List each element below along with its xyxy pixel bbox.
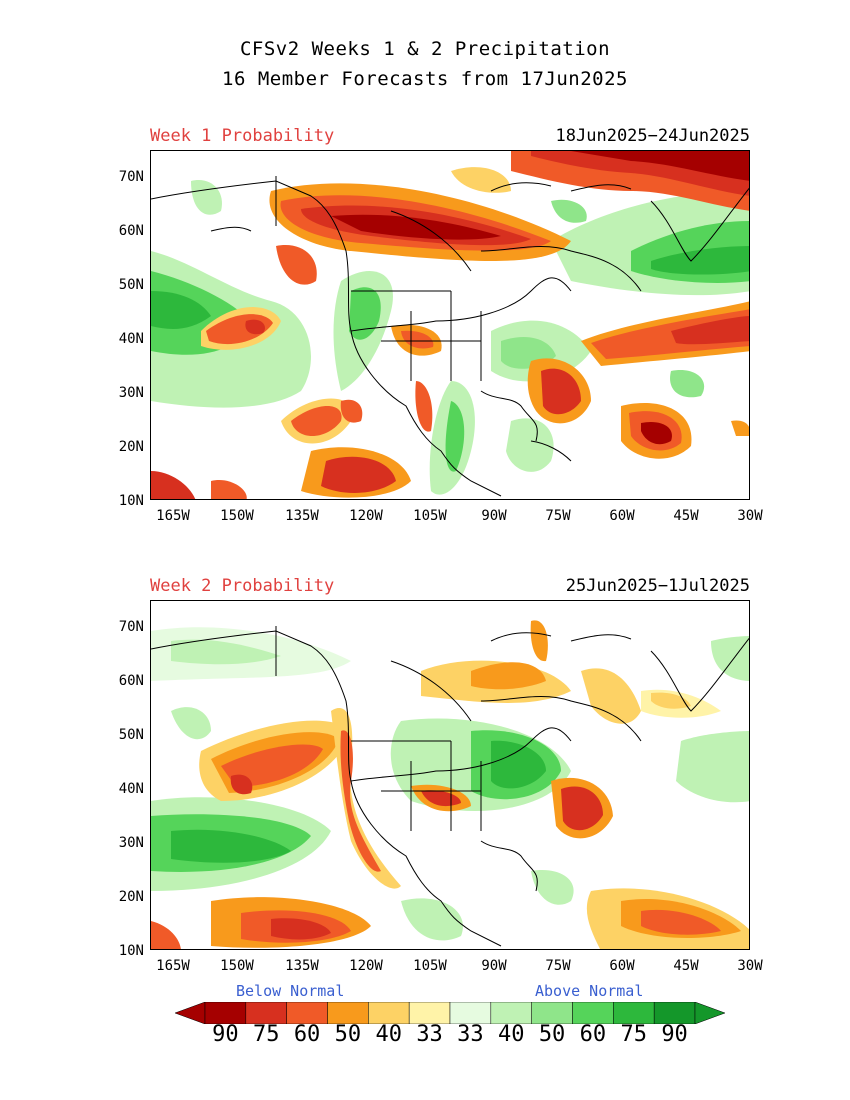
legend-value: 90 xyxy=(212,1022,239,1047)
legend-value: 33 xyxy=(457,1022,484,1047)
lat-label: 10N xyxy=(118,943,144,959)
legend-colorbar xyxy=(175,1002,725,1024)
lon-label: 75W xyxy=(545,958,571,974)
legend-value: 90 xyxy=(661,1022,688,1047)
legend-value: 75 xyxy=(620,1022,647,1047)
week2-map xyxy=(150,600,750,950)
legend-cell xyxy=(408,1002,451,1024)
legend-above-label: Above Normal xyxy=(535,982,644,1000)
lon-label: 30W xyxy=(737,958,763,974)
legend-values: 90 75 60 50 40 33 33 40 50 60 75 90 xyxy=(205,1022,695,1050)
legend-arrow-right xyxy=(694,1002,725,1024)
week2-label: Week 2 Probability xyxy=(150,576,335,596)
legend-arrow-left xyxy=(175,1002,206,1024)
lon-label: 105W xyxy=(413,508,447,524)
lat-label: 40N xyxy=(118,781,144,797)
week1-dates: 18Jun2025−24Jun2025 xyxy=(555,126,750,146)
lon-label: 45W xyxy=(673,958,699,974)
lon-label: 120W xyxy=(349,958,383,974)
legend-value: 50 xyxy=(334,1022,362,1047)
week1-map xyxy=(150,150,750,500)
legend-cells xyxy=(204,1002,696,1024)
week1-probability-field xyxy=(151,151,749,499)
lon-label: 90W xyxy=(481,958,507,974)
legend-cell xyxy=(531,1002,573,1024)
legend-cell xyxy=(286,1002,328,1024)
legend-cell xyxy=(613,1002,655,1024)
lat-label: 10N xyxy=(118,493,144,509)
lon-label: 75W xyxy=(545,508,571,524)
lat-label: 50N xyxy=(118,727,144,743)
lon-label: 150W xyxy=(220,958,254,974)
lon-label: 30W xyxy=(737,508,763,524)
lon-label: 60W xyxy=(609,958,635,974)
lat-label: 70N xyxy=(118,169,144,185)
legend-below-label: Below Normal xyxy=(236,982,345,1000)
lon-label: 90W xyxy=(481,508,507,524)
lon-label: 120W xyxy=(349,508,383,524)
lat-label: 20N xyxy=(118,889,144,905)
lat-label: 30N xyxy=(118,835,144,851)
lat-label: 70N xyxy=(118,619,144,635)
lat-label: 50N xyxy=(118,277,144,293)
lon-label: 150W xyxy=(220,508,254,524)
lon-label: 105W xyxy=(413,958,447,974)
legend-cell xyxy=(490,1002,532,1024)
week1-label: Week 1 Probability xyxy=(150,126,335,146)
lat-label: 60N xyxy=(118,223,144,239)
week2-probability-field xyxy=(151,620,749,949)
lon-label: 135W xyxy=(285,958,319,974)
lat-label: 60N xyxy=(118,673,144,689)
legend-value: 60 xyxy=(579,1022,607,1047)
legend-value: 50 xyxy=(538,1022,566,1047)
legend-value: 40 xyxy=(375,1022,402,1047)
legend-cell xyxy=(368,1002,410,1024)
legend-cell xyxy=(449,1002,492,1024)
legend-cell xyxy=(204,1002,247,1024)
legend-value: 75 xyxy=(252,1022,280,1047)
legend-cell xyxy=(653,1002,696,1024)
legend-cell xyxy=(245,1002,287,1024)
legend-value: 33 xyxy=(416,1022,443,1047)
title-line-2: 16 Member Forecasts from 17Jun2025 xyxy=(222,68,628,90)
lon-label: 135W xyxy=(285,508,319,524)
legend-cell xyxy=(572,1002,614,1024)
lon-label: 165W xyxy=(156,508,190,524)
lon-label: 60W xyxy=(609,508,635,524)
lon-label: 45W xyxy=(673,508,699,524)
title-line-1: CFSv2 Weeks 1 & 2 Precipitation xyxy=(239,38,611,60)
lat-label: 40N xyxy=(118,331,144,347)
lat-label: 30N xyxy=(118,385,144,401)
week2-dates: 25Jun2025−1Jul2025 xyxy=(565,576,750,596)
lon-label: 165W xyxy=(156,958,190,974)
legend-cell xyxy=(327,1002,369,1024)
legend-value: 40 xyxy=(497,1022,525,1047)
legend-value: 60 xyxy=(293,1022,321,1047)
lat-label: 20N xyxy=(118,439,144,455)
